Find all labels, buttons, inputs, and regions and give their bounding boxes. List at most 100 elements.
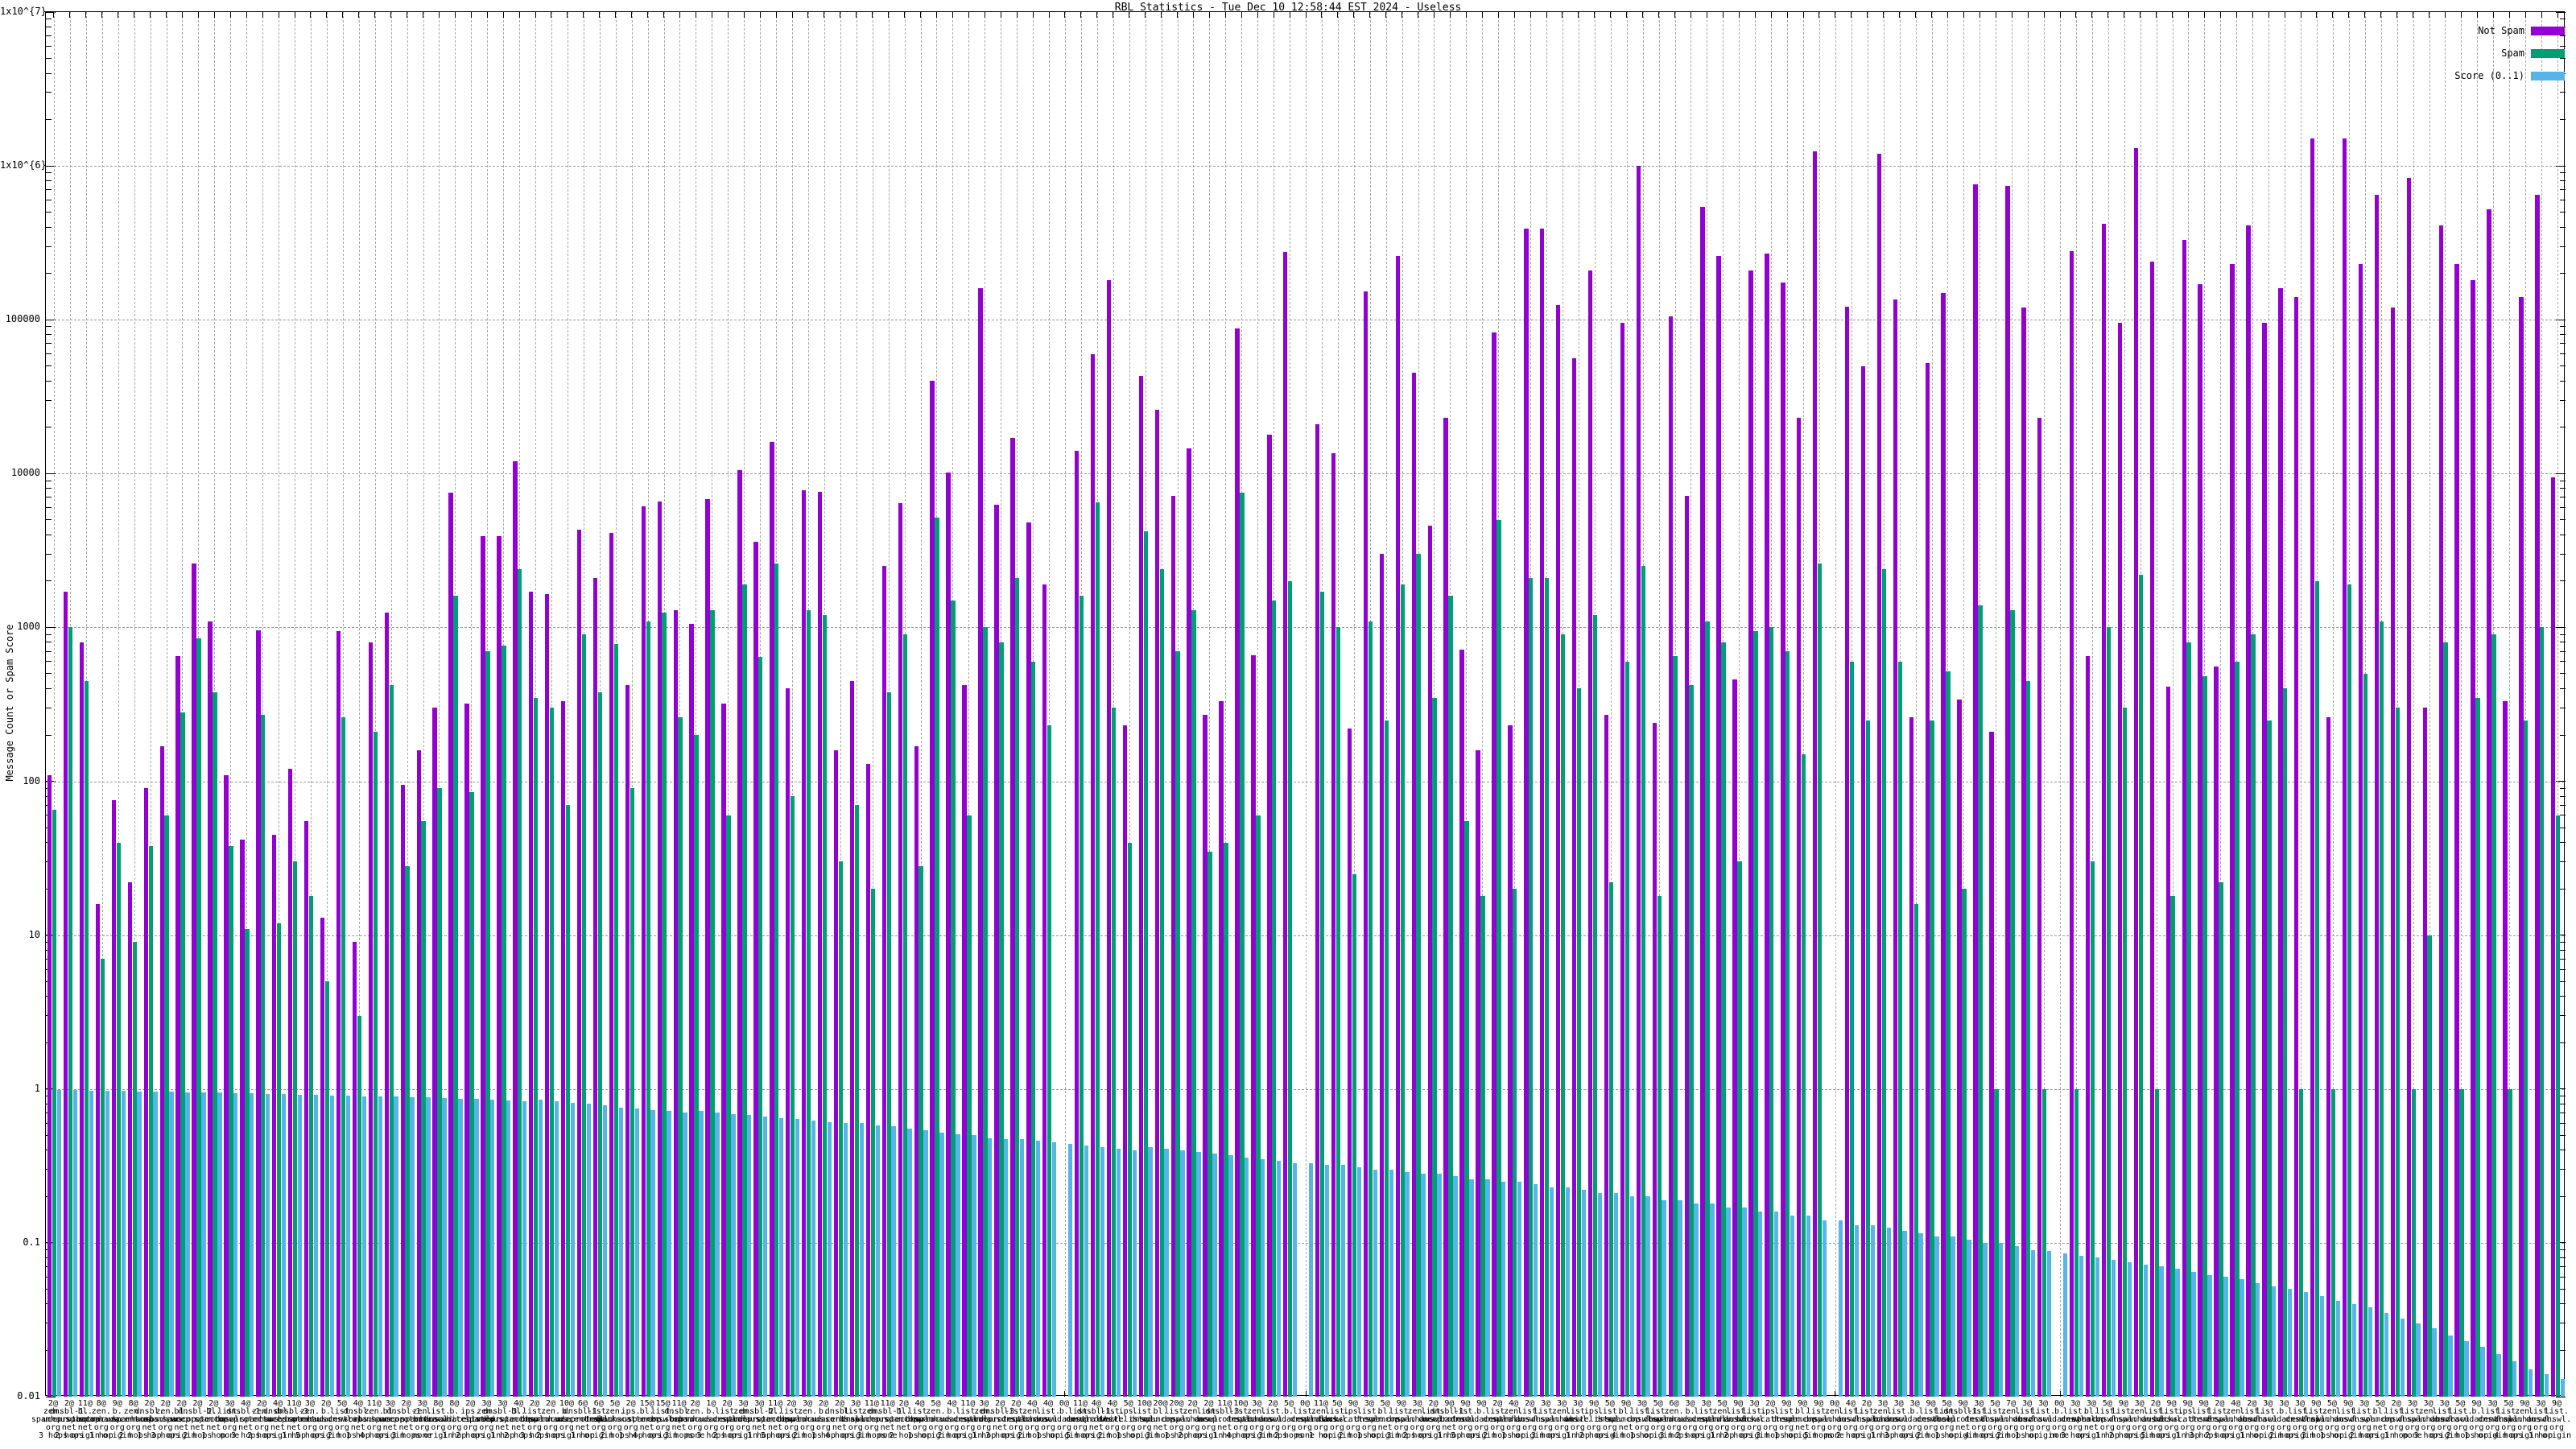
x-tick-label: 9@ list. dnswl. org 5 hops xyxy=(1803,1399,1834,1440)
bar-spam xyxy=(1576,688,1582,1397)
bar-not-spam xyxy=(2326,717,2331,1397)
bar-score xyxy=(442,1098,447,1397)
bar-spam xyxy=(967,815,972,1397)
bar-spam xyxy=(1335,627,1341,1397)
x-top-tick xyxy=(2444,12,2446,18)
bar-spam xyxy=(581,634,587,1397)
x-top-tick xyxy=(2380,12,2382,18)
bar-not-spam xyxy=(1203,715,1208,1397)
bar-score xyxy=(1613,1193,1618,1397)
x-gridline xyxy=(1209,12,1211,1395)
y-minor-tick xyxy=(46,72,52,74)
bar-score xyxy=(1517,1181,1522,1397)
bar-spam xyxy=(373,731,378,1397)
y-minor-tick xyxy=(46,212,52,213)
legend-item-spam: Spam xyxy=(2501,47,2565,59)
y-minor-tick xyxy=(46,687,52,689)
x-gridline xyxy=(1466,12,1468,1395)
bar-score xyxy=(2464,1340,2469,1397)
bar-not-spam xyxy=(1652,722,1657,1397)
bar-not-spam xyxy=(497,536,502,1397)
x-tick-label: 2@ list. dnswl. org 1 hop xyxy=(2237,1399,2267,1440)
y-minor-tick xyxy=(46,45,52,47)
bar-score xyxy=(2432,1327,2437,1397)
bar-score xyxy=(105,1091,109,1397)
y-minor-tick xyxy=(2560,1015,2566,1017)
bar-spam xyxy=(2074,1088,2079,1397)
bar-not-spam xyxy=(1219,701,1224,1397)
h-gridline xyxy=(46,166,2564,167)
x-gridline xyxy=(1963,12,1965,1395)
bar-spam xyxy=(1946,671,1951,1397)
bar-score xyxy=(554,1101,559,1397)
bar-not-spam xyxy=(2278,288,2283,1397)
x-top-tick xyxy=(502,12,504,18)
bar-not-spam xyxy=(994,504,999,1397)
bar-spam xyxy=(213,691,217,1397)
x-top-tick xyxy=(1979,12,1980,18)
bar-score xyxy=(2111,1259,2116,1397)
x-gridline xyxy=(968,12,970,1395)
bar-not-spam xyxy=(721,704,726,1397)
bar-not-spam xyxy=(1476,749,1480,1397)
x-tick-label: 4@ dnsbl-1. uceprotect. net origin xyxy=(1069,1399,1123,1440)
x-tick-label: 3@ list. dnswl. org none xyxy=(215,1399,245,1440)
bar-not-spam xyxy=(320,917,325,1397)
bar-score xyxy=(1533,1184,1538,1397)
bar-score xyxy=(1212,1154,1217,1397)
bar-not-spam xyxy=(288,769,293,1397)
bar-score xyxy=(72,1090,78,1397)
x-top-tick xyxy=(181,12,183,18)
bar-score xyxy=(426,1097,431,1397)
y-minor-tick xyxy=(46,353,52,355)
x-tick-label: 3@ zen. spamhaus. org origin xyxy=(721,1399,766,1440)
x-tick-label: 4@ dnsbl. sorbs. net 1 hop xyxy=(343,1399,373,1440)
x-top-tick xyxy=(759,12,761,18)
y-minor-tick xyxy=(2560,334,2566,336)
x-gridline xyxy=(631,12,633,1395)
bar-spam xyxy=(1673,656,1678,1397)
bar-score xyxy=(811,1121,816,1397)
bar-spam xyxy=(2202,676,2207,1397)
bar-spam xyxy=(1368,621,1373,1397)
y-minor-tick xyxy=(2560,353,2566,355)
x-gridline xyxy=(1915,12,1917,1395)
bar-score xyxy=(2191,1271,2196,1397)
x-gridline xyxy=(230,12,232,1395)
bar-not-spam xyxy=(1395,255,1401,1397)
x-top-tick xyxy=(1161,12,1162,18)
bar-spam xyxy=(854,805,860,1397)
bar-score xyxy=(1004,1139,1009,1397)
bar-not-spam xyxy=(1876,153,1882,1397)
bar-not-spam xyxy=(432,708,437,1397)
bar-spam xyxy=(613,644,619,1397)
bar-spam xyxy=(453,596,458,1397)
x-tick-label: 3@ bl. spamcop. net origin xyxy=(2071,1399,2111,1440)
bar-spam xyxy=(2363,673,2368,1397)
x-tick-label: 2@ list. dnswl. org 3 hops xyxy=(519,1399,550,1440)
bar-not-spam xyxy=(609,533,614,1397)
bar-not-spam xyxy=(2503,701,2508,1397)
bar-spam xyxy=(1127,842,1133,1397)
x-tick-label: 9@ list. dnswl. org origin xyxy=(2157,1399,2186,1440)
y-minor-tick xyxy=(2560,888,2566,890)
y-tick-label: 100 xyxy=(23,774,40,786)
bar-score xyxy=(1228,1155,1233,1397)
x-gridline xyxy=(374,12,376,1395)
bar-not-spam xyxy=(865,763,871,1397)
x-tick-label: 5@ bl. spamcop. net origin xyxy=(1365,1399,1405,1440)
bar-not-spam xyxy=(2551,477,2556,1397)
h-gridline xyxy=(46,627,2564,629)
bar-not-spam xyxy=(2133,148,2139,1397)
bar-score xyxy=(1629,1196,1634,1397)
y-minor-tick xyxy=(46,519,52,521)
x-top-tick xyxy=(1915,12,1917,18)
x-top-tick xyxy=(935,12,937,18)
bar-score xyxy=(1501,1181,1506,1397)
bar-score xyxy=(1324,1165,1330,1397)
bar-score xyxy=(169,1092,174,1397)
bar-score xyxy=(2544,1374,2549,1397)
bar-not-spam xyxy=(689,624,694,1397)
legend-label: Score (0..1) xyxy=(2454,70,2524,81)
bar-score xyxy=(297,1094,303,1397)
